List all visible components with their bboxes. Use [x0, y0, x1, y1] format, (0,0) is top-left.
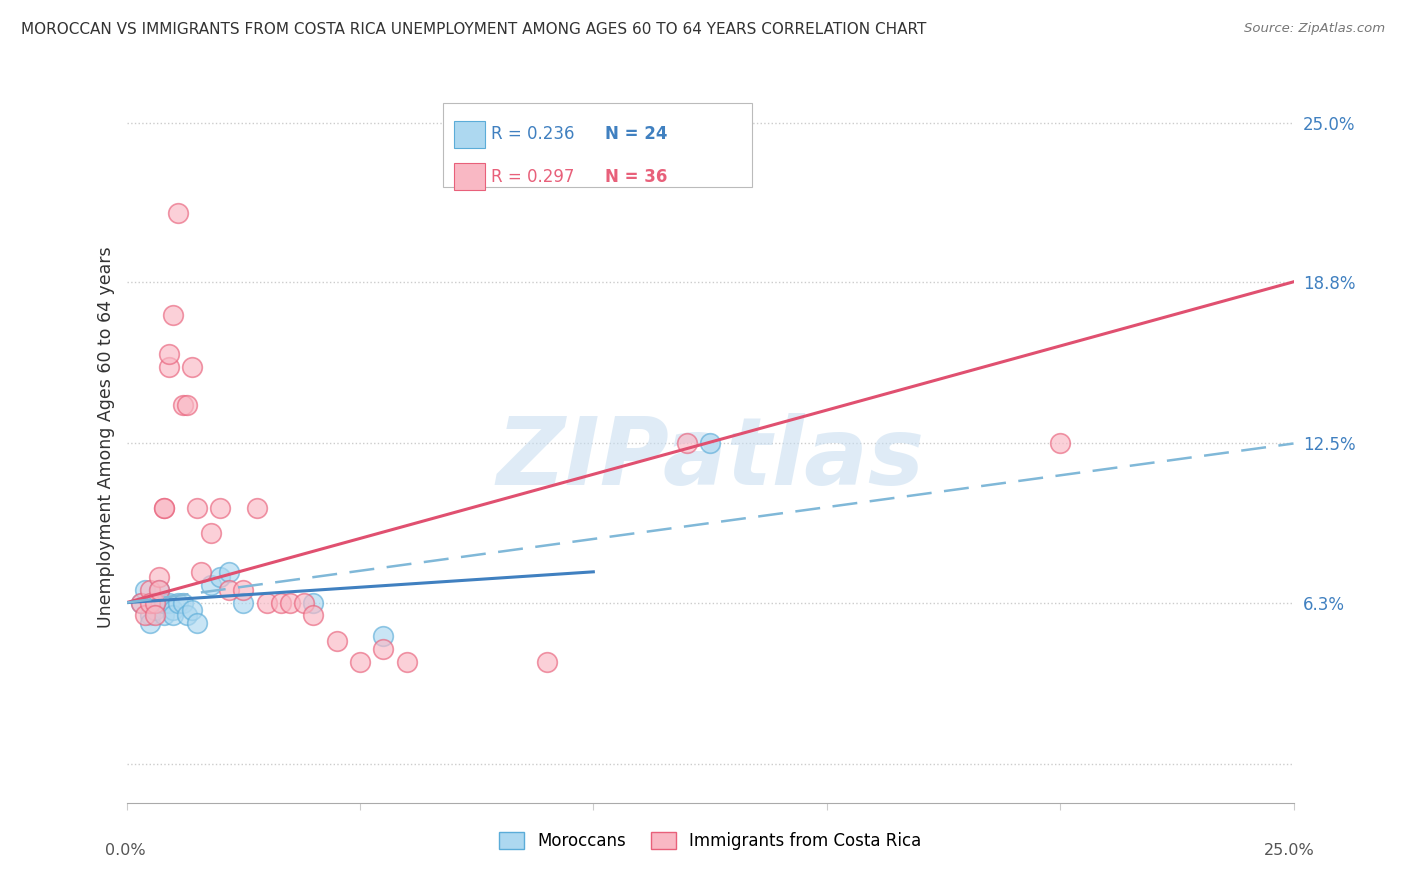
Legend: Moroccans, Immigrants from Costa Rica: Moroccans, Immigrants from Costa Rica [492, 825, 928, 856]
Point [148, 582, 170, 597]
Point [143, 603, 166, 617]
Point [153, 608, 176, 623]
Point [139, 596, 162, 610]
Point [157, 346, 180, 360]
Text: ZIPatlas: ZIPatlas [496, 413, 924, 505]
Point [675, 436, 697, 450]
Point [270, 596, 292, 610]
Text: Source: ZipAtlas.com: Source: ZipAtlas.com [1244, 22, 1385, 36]
Point [148, 582, 170, 597]
Point [536, 655, 558, 669]
Text: 25.0%: 25.0% [1264, 843, 1315, 858]
Point [167, 205, 190, 219]
Point [218, 565, 240, 579]
Point [143, 608, 166, 623]
Text: R = 0.297: R = 0.297 [491, 168, 574, 186]
Point [278, 596, 301, 610]
Point [208, 570, 231, 584]
Point [153, 596, 176, 610]
Point [129, 596, 152, 610]
Point [302, 596, 325, 610]
Text: MOROCCAN VS IMMIGRANTS FROM COSTA RICA UNEMPLOYMENT AMONG AGES 60 TO 64 YEARS CO: MOROCCAN VS IMMIGRANTS FROM COSTA RICA U… [21, 22, 927, 37]
Text: N = 36: N = 36 [605, 168, 666, 186]
Point [172, 596, 194, 610]
Point [134, 582, 156, 597]
Point [167, 596, 190, 610]
Point [143, 596, 166, 610]
Point [153, 500, 176, 515]
Point [699, 436, 721, 450]
Point [232, 582, 254, 597]
Point [186, 500, 208, 515]
Y-axis label: Unemployment Among Ages 60 to 64 years: Unemployment Among Ages 60 to 64 years [97, 246, 115, 628]
Point [139, 608, 162, 623]
Point [162, 308, 184, 322]
Point [180, 359, 202, 374]
Point [246, 500, 269, 515]
Point [200, 526, 222, 541]
Point [129, 596, 152, 610]
Point [302, 608, 325, 623]
Point [139, 582, 162, 597]
Point [148, 596, 170, 610]
Point [172, 398, 194, 412]
Point [139, 616, 162, 631]
Point [176, 608, 198, 623]
Point [395, 655, 418, 669]
Point [190, 565, 212, 579]
Point [373, 629, 395, 643]
Point [180, 603, 202, 617]
Text: N = 24: N = 24 [605, 126, 666, 144]
Point [176, 398, 198, 412]
Point [162, 608, 184, 623]
Text: R = 0.236: R = 0.236 [491, 126, 574, 144]
Text: 0.0%: 0.0% [105, 843, 146, 858]
Point [157, 359, 180, 374]
Point [186, 616, 208, 631]
Point [162, 603, 184, 617]
Point [157, 596, 180, 610]
Point [349, 655, 371, 669]
Point [373, 641, 395, 656]
Point [325, 634, 347, 648]
Point [232, 596, 254, 610]
Point [256, 596, 278, 610]
Point [153, 500, 176, 515]
Point [1049, 436, 1071, 450]
Point [208, 500, 231, 515]
Point [134, 608, 156, 623]
Point [218, 582, 240, 597]
Point [148, 570, 170, 584]
Point [200, 577, 222, 591]
Point [292, 596, 315, 610]
